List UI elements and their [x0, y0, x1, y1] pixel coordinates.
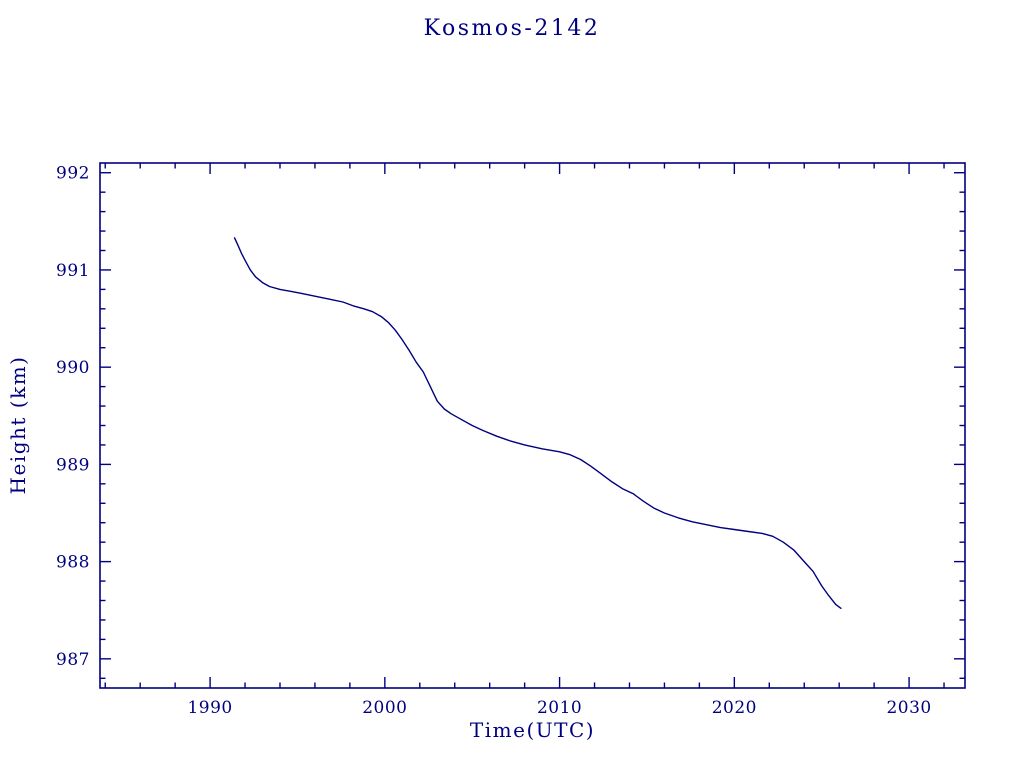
y-tick-label: 991 — [56, 261, 90, 281]
x-axis-label: Time(UTC) — [469, 718, 596, 742]
y-tick-label: 987 — [56, 650, 90, 670]
x-tick-label: 2020 — [712, 698, 757, 718]
chart-title: Kosmos-2142 — [423, 16, 601, 41]
y-tick-label: 988 — [56, 553, 90, 573]
y-tick-label: 990 — [56, 358, 90, 378]
plot-frame — [99, 162, 966, 689]
x-tick-label: 2030 — [886, 698, 931, 718]
y-tick-label: 989 — [56, 455, 90, 475]
data-line — [233, 237, 842, 609]
x-tick-label: 2010 — [537, 698, 582, 718]
x-tick-label: 2000 — [362, 698, 407, 718]
x-tick-label: 1990 — [187, 698, 232, 718]
y-tick-label: 992 — [56, 164, 90, 184]
